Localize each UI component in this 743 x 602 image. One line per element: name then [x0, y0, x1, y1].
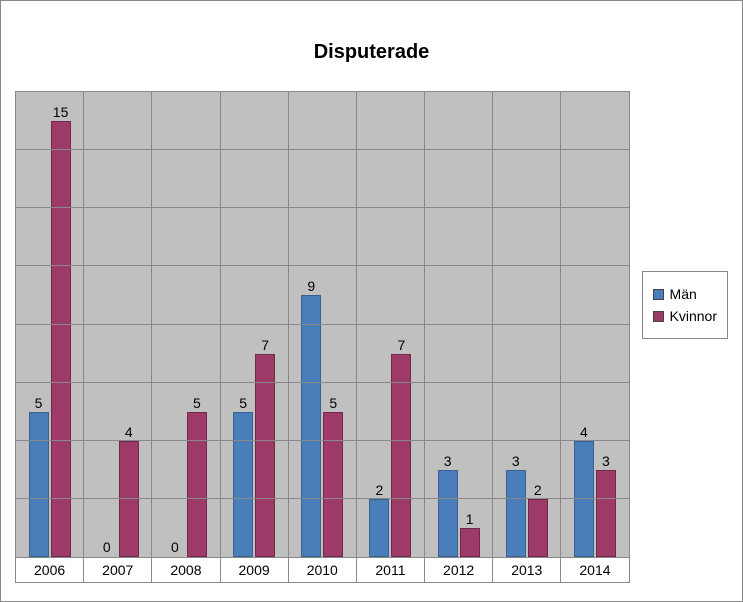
bar-value-label: 15	[53, 104, 69, 120]
bar-value-label: 1	[466, 511, 474, 527]
x-tick: 2006	[16, 558, 83, 582]
x-tick: 2008	[151, 558, 219, 582]
plot-area: 5150405579527313243	[15, 91, 630, 558]
bar-women: 2	[528, 499, 548, 557]
bar-men: 9	[301, 295, 321, 557]
category: 515	[16, 92, 83, 557]
x-tick: 2011	[356, 558, 424, 582]
bar-value-label: 5	[193, 395, 201, 411]
plot-wrap: 5150405579527313243 20062007200820092010…	[15, 91, 630, 583]
bar-men: 5	[29, 412, 49, 557]
bar-men: 3	[438, 470, 458, 557]
bar-women: 5	[323, 412, 343, 557]
x-tick: 2009	[220, 558, 288, 582]
legend-item-men: Män	[653, 286, 717, 302]
bar-value-label: 3	[512, 453, 520, 469]
category: 05	[151, 92, 219, 557]
chart-container: Disputerade 5150405579527313243 20062007…	[0, 0, 743, 602]
chart-title: Disputerade	[11, 41, 732, 64]
category: 95	[288, 92, 356, 557]
bar-value-label: 2	[376, 482, 384, 498]
legend: Män Kvinnor	[642, 271, 728, 339]
bar-value-label: 4	[580, 424, 588, 440]
legend-label-men: Män	[670, 286, 697, 302]
bar-value-label: 7	[261, 337, 269, 353]
category: 27	[356, 92, 424, 557]
bar-value-label: 3	[444, 453, 452, 469]
bar-value-label: 5	[329, 395, 337, 411]
bar-men: 2	[369, 499, 389, 557]
x-tick: 2013	[492, 558, 560, 582]
bar-women: 15	[51, 121, 71, 557]
bar-women: 5	[187, 412, 207, 557]
bar-value-label: 0	[103, 539, 111, 555]
bar-women: 7	[255, 354, 275, 557]
bar-value-label: 5	[35, 395, 43, 411]
bar-value-label: 5	[239, 395, 247, 411]
legend-swatch-men	[653, 289, 664, 300]
gridline	[16, 498, 629, 499]
bar-men: 3	[506, 470, 526, 557]
bar-men: 4	[574, 441, 594, 557]
gridline	[16, 324, 629, 325]
category: 57	[220, 92, 288, 557]
x-tick: 2014	[560, 558, 628, 582]
x-tick: 2012	[424, 558, 492, 582]
category: 04	[83, 92, 151, 557]
bar-women: 1	[460, 528, 480, 557]
legend-item-women: Kvinnor	[653, 308, 717, 324]
gridline	[16, 440, 629, 441]
legend-swatch-women	[653, 311, 664, 322]
bar-value-label: 3	[602, 453, 610, 469]
bar-value-label: 7	[398, 337, 406, 353]
bar-men: 5	[233, 412, 253, 557]
bar-women: 7	[391, 354, 411, 557]
gridline	[16, 149, 629, 150]
bar-women: 4	[119, 441, 139, 557]
category: 43	[560, 92, 628, 557]
bar-women: 3	[596, 470, 616, 557]
x-tick: 2010	[288, 558, 356, 582]
bar-value-label: 4	[125, 424, 133, 440]
x-tick: 2007	[83, 558, 151, 582]
gridline	[16, 382, 629, 383]
x-axis: 200620072008200920102011201220132014	[15, 558, 630, 583]
bar-value-label: 9	[307, 278, 315, 294]
chart-body: 5150405579527313243 20062007200820092010…	[15, 91, 728, 583]
category: 32	[492, 92, 560, 557]
bar-value-label: 0	[171, 539, 179, 555]
legend-label-women: Kvinnor	[670, 308, 717, 324]
gridline	[16, 207, 629, 208]
category: 31	[424, 92, 492, 557]
gridline	[16, 265, 629, 266]
bars-layer: 5150405579527313243	[16, 92, 629, 557]
bar-value-label: 2	[534, 482, 542, 498]
